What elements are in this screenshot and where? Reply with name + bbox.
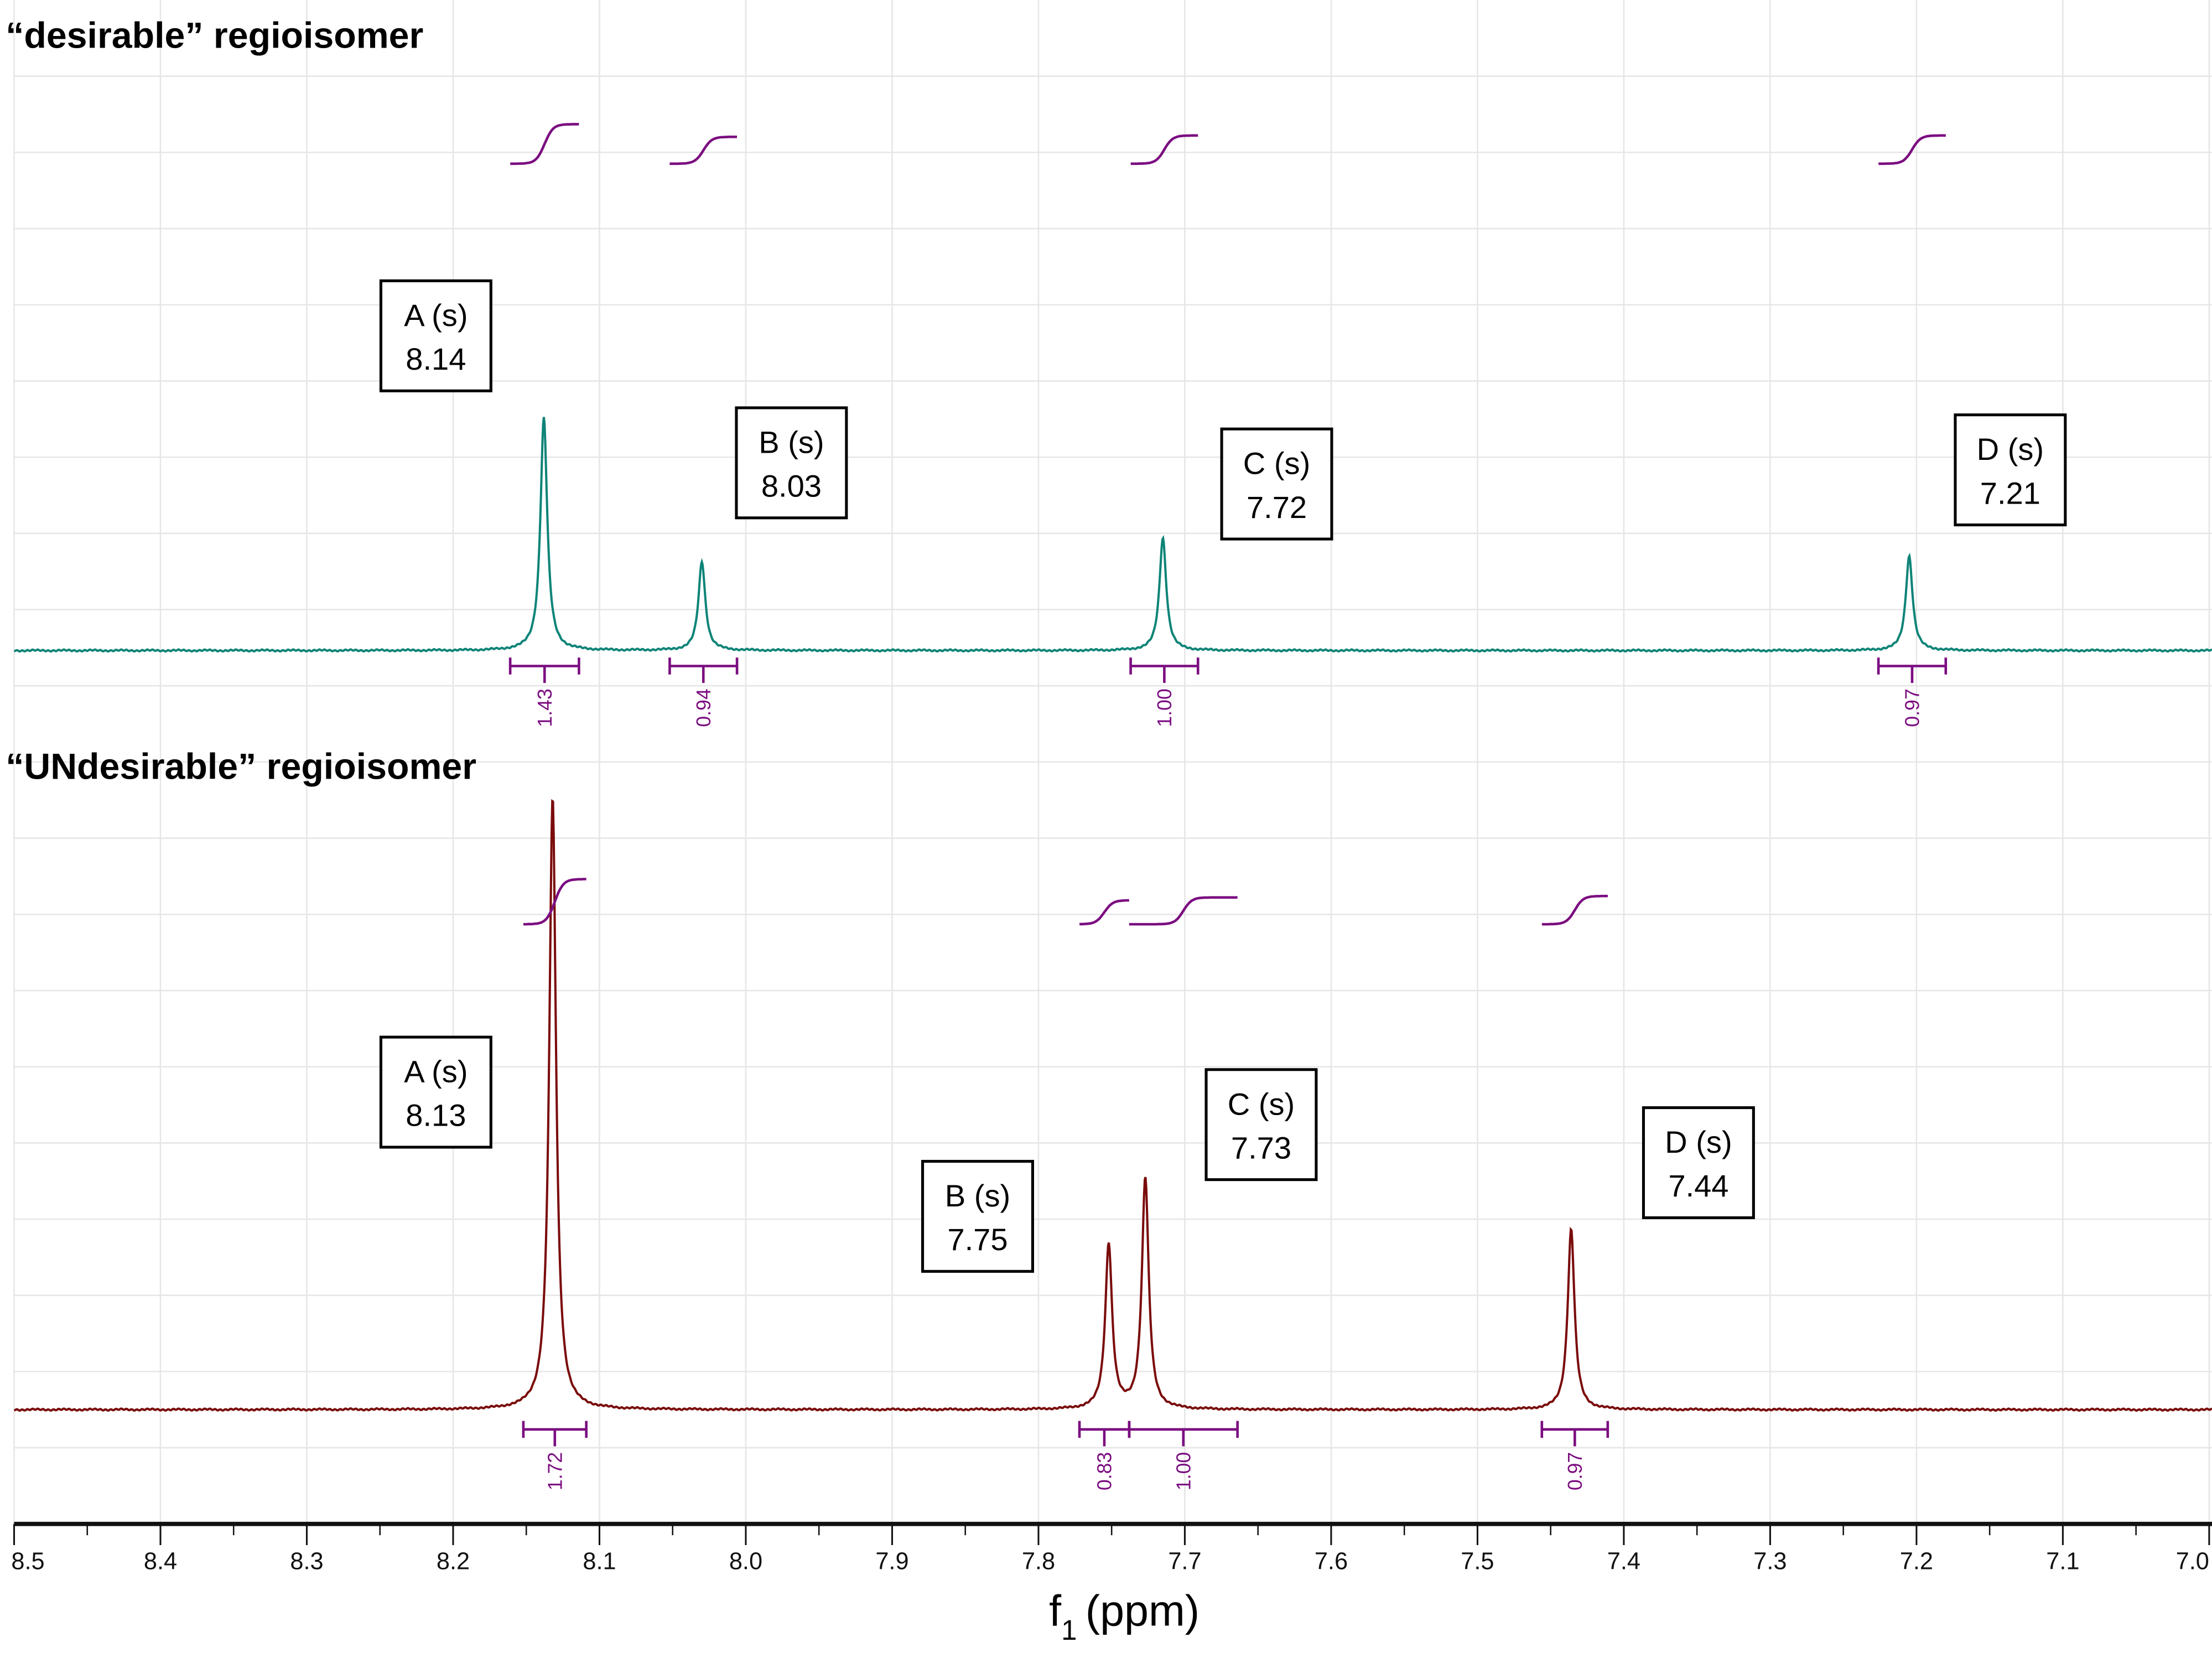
- tick-label: 7.9: [875, 1548, 908, 1574]
- integral-value: 0.94: [693, 688, 715, 727]
- tick-label: 8.5: [11, 1548, 44, 1574]
- tick-label: 8.0: [729, 1548, 762, 1574]
- peak-label-box: C (s) 7.72: [1220, 427, 1333, 541]
- tick-label: 7.8: [1022, 1548, 1055, 1574]
- peak-label-frame: [1954, 413, 2067, 527]
- peak-shift: 7.72: [1247, 490, 1307, 525]
- peak-label-box: B (s) 8.03: [735, 406, 848, 520]
- spectrum-panel-desirable: 1.43 0.94 1.00 0.97 A (s) 8.14 B (s) 8.03 C (s) 7…: [14, 123, 2212, 727]
- peak-label: D (s): [1665, 1125, 1732, 1159]
- integral-value: 1.00: [1154, 688, 1176, 727]
- peak-label: D (s): [1977, 432, 2044, 467]
- tick-label: 7.6: [1315, 1548, 1348, 1574]
- tick-label: 7.5: [1461, 1548, 1494, 1574]
- integral-curve: [1079, 899, 1130, 926]
- peak-label-box: A (s) 8.13: [379, 1035, 492, 1149]
- peak-label-frame: [1204, 1068, 1318, 1182]
- tick-label: 8.2: [437, 1548, 470, 1574]
- x-axis: 8.5 8.4 8.3 8.2 8.1 8.0 7.9 7.8 7.7 7.6 7.5 7.4 7.3 7…: [11, 1521, 2212, 1574]
- tick-label: 8.4: [144, 1548, 177, 1574]
- spectrum-trace: [14, 417, 2212, 653]
- integral-curve: [1130, 134, 1198, 165]
- spectrum-trace: [14, 799, 2212, 1412]
- peak-label-box: A (s) 8.14: [379, 279, 492, 392]
- peak-label-frame: [1220, 427, 1333, 541]
- tick-label: 7.4: [1607, 1548, 1640, 1574]
- peak-label: B (s): [759, 424, 824, 459]
- peak-shift: 7.73: [1231, 1130, 1291, 1165]
- integral-value: 0.97: [1902, 688, 1924, 727]
- integral-curve: [523, 878, 586, 926]
- peak-label: B (s): [945, 1178, 1010, 1213]
- peak-label-box: D (s) 7.21: [1954, 413, 2067, 527]
- peak-label: A (s): [404, 1054, 468, 1089]
- spectrum-panel-undesirable: 1.72 0.83 1.00 0.97 A (s) 8.13 B (s) 7.75 C (s) 7…: [14, 799, 2212, 1490]
- tick-label: 7.0: [2176, 1548, 2209, 1574]
- peak-label: C (s): [1243, 446, 1310, 481]
- tick-label: 8.3: [290, 1548, 323, 1574]
- peak-label-box: B (s) 7.75: [921, 1159, 1034, 1273]
- integral-curve: [1541, 894, 1608, 926]
- peak-shift: 7.21: [1980, 475, 2040, 510]
- peak-shift: 8.13: [406, 1098, 466, 1133]
- tick-label: 7.2: [1900, 1548, 1933, 1574]
- panel-title-undesirable: “UNdesirable” regioisomer: [6, 746, 476, 787]
- tick-label: 8.1: [583, 1548, 616, 1574]
- peak-label-frame: [921, 1159, 1034, 1273]
- tick-label: 7.7: [1168, 1548, 1201, 1574]
- integral-value: 1.00: [1173, 1452, 1195, 1490]
- integral-value: 1.72: [544, 1452, 567, 1490]
- integral-curve: [669, 136, 737, 165]
- integral-curve: [510, 123, 579, 165]
- integral-curve: [1129, 896, 1238, 926]
- peak-shift: 8.03: [761, 469, 822, 504]
- integral-curve: [1878, 134, 1946, 165]
- x-axis-label: f1 (ppm): [1049, 1586, 1200, 1645]
- grid: [13, 0, 2212, 1524]
- tick-label: 7.3: [1753, 1548, 1787, 1574]
- integral-value: 0.83: [1094, 1452, 1116, 1490]
- peak-label-frame: [379, 279, 492, 392]
- panel-title-desirable: “desirable” regioisomer: [6, 15, 423, 56]
- peak-label-box: C (s) 7.73: [1204, 1068, 1318, 1182]
- peak-label-frame: [735, 406, 848, 520]
- integral-value: 0.97: [1564, 1452, 1586, 1490]
- peak-label-frame: [1642, 1106, 1755, 1220]
- tick-label: 7.1: [2046, 1548, 2079, 1574]
- peak-shift: 7.75: [947, 1222, 1008, 1257]
- peak-label: A (s): [404, 298, 468, 333]
- peak-shift: 8.14: [406, 341, 466, 376]
- peak-shift: 7.44: [1668, 1168, 1728, 1203]
- peak-label-box: D (s) 7.44: [1642, 1106, 1755, 1220]
- integral-value: 1.43: [534, 688, 556, 727]
- peak-label-frame: [379, 1035, 492, 1149]
- peak-label: C (s): [1228, 1086, 1295, 1121]
